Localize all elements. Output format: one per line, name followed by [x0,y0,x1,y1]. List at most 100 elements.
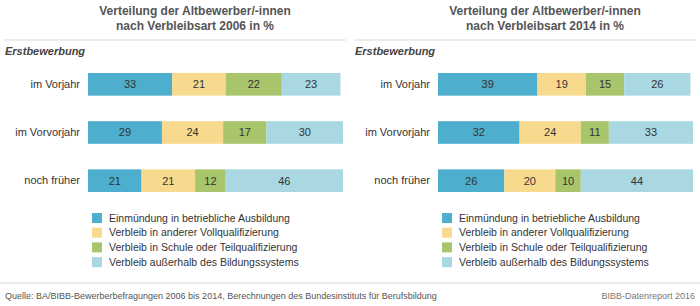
tick-label: im Vorvorjahr [15,126,80,138]
source: Quelle: BA/BIBB-Bewerberbefragungen 2006… [5,291,437,301]
bar [226,169,343,192]
bar [142,169,196,192]
tick: im Vorvorjahr [15,126,84,138]
data-labels: 39 32 26 19 24 20 15 11 10 26 33 44 [465,78,663,186]
separator [354,40,696,41]
data-label: 15 [599,78,611,90]
data-label: 46 [278,175,290,187]
legend-swatch [442,242,452,252]
y-axis: im Vorjahr im Vorvorjahr noch früher [365,78,434,186]
legend-label: Verbleib außerhalb des Bildungssystems [459,256,649,268]
footer-rule [0,283,700,284]
bar [438,169,504,192]
panel: Verteilung der Altbewerber/-innennach Ve… [4,4,346,268]
bar [88,121,162,144]
tick: im Vorjahr [30,78,84,90]
data-label: 30 [299,126,311,138]
tick-label: im Vorvorjahr [365,126,430,138]
data-label: 21 [109,175,121,187]
bar [586,73,624,96]
data-label: 12 [204,175,216,187]
title-line: nach Verbleibsart 2014 in % [466,19,624,33]
bar [162,121,223,144]
tick: noch früher [374,174,434,186]
tick: im Vorvorjahr [365,126,434,138]
bar [267,121,344,144]
bar [609,121,693,144]
data-label: 21 [162,175,174,187]
data-label: 32 [473,126,485,138]
chart-root: Verteilung der Altbewerber/-innennach Ve… [0,0,700,306]
bar [88,73,172,96]
data-label: 33 [645,126,657,138]
axis-title: Erstbewerbung [355,45,435,57]
title: Verteilung der Altbewerber/-innennach Ve… [99,4,291,33]
legend-label: Verbleib in Schule oder Teilqualifizieru… [459,241,648,253]
data-label: 26 [651,78,663,90]
legend-swatch [92,242,102,252]
tick: im Vorjahr [380,78,434,90]
legend-label: Verbleib in anderer Vollqualifizierung [459,226,629,238]
legend-swatch [92,257,102,267]
legend-label: Verbleib in Schule oder Teilqualifizieru… [109,241,298,253]
bar [195,169,226,192]
legend-swatch [442,228,452,238]
data-label: 24 [544,126,556,138]
data-label: 24 [186,126,198,138]
data-label: 17 [239,126,251,138]
data-label: 33 [124,78,136,90]
bars [88,73,343,192]
bar [172,73,226,96]
bar [581,169,693,192]
bar [555,169,581,192]
data-label: 29 [119,126,131,138]
tick-label: noch früher [374,174,430,186]
legend-label: Einmündung in betriebliche Ausbildung [459,212,640,224]
bar [88,169,142,192]
bar [282,73,341,96]
data-label: 44 [631,175,643,187]
bar [581,121,609,144]
legend-swatch [92,213,102,223]
title: Verteilung der Altbewerber/-innennach Ve… [449,4,641,33]
data-label: 26 [465,175,477,187]
data-label: 10 [562,175,574,187]
data-label: 22 [248,78,260,90]
bar [624,73,690,96]
bar [504,169,555,192]
data-label: 19 [556,78,568,90]
legend: Einmündung in betriebliche Ausbildung Ver… [442,212,649,268]
data-labels: 33 29 21 21 24 21 22 17 12 23 30 46 [109,78,318,186]
tick: noch früher [24,174,84,186]
legend-label: Verbleib außerhalb des Bildungssystems [109,256,299,268]
legend-swatch [442,257,452,267]
bar [438,73,537,96]
axis-title: Erstbewerbung [5,45,85,57]
title-line: Verteilung der Altbewerber/-innen [99,4,291,18]
data-label: 39 [482,78,494,90]
title-line: Verteilung der Altbewerber/-innen [449,4,641,18]
bar [226,73,282,96]
legend-swatch [92,228,102,238]
panel: Verteilung der Altbewerber/-innennach Ve… [354,4,696,268]
legend-swatch [442,213,452,223]
legend-label: Verbleib in anderer Vollqualifizierung [109,226,279,238]
bar [520,121,581,144]
tick-label: im Vorjahr [380,78,430,90]
separator [4,40,346,41]
bar [438,121,520,144]
credit: BIBB-Datenreport 2016 [601,291,695,301]
legend-label: Einmündung in betriebliche Ausbildung [109,212,290,224]
data-label: 21 [193,78,205,90]
data-label: 20 [524,175,536,187]
title-line: nach Verbleibsart 2006 in % [116,19,274,33]
bars [438,73,693,192]
y-axis: im Vorjahr im Vorvorjahr noch früher [15,78,84,186]
legend: Einmündung in betriebliche Ausbildung Ver… [92,212,299,268]
data-label: 23 [305,78,317,90]
data-label: 11 [589,126,600,138]
bar [537,73,585,96]
bar [223,121,266,144]
tick-label: noch früher [24,174,80,186]
tick-label: im Vorjahr [30,78,80,90]
